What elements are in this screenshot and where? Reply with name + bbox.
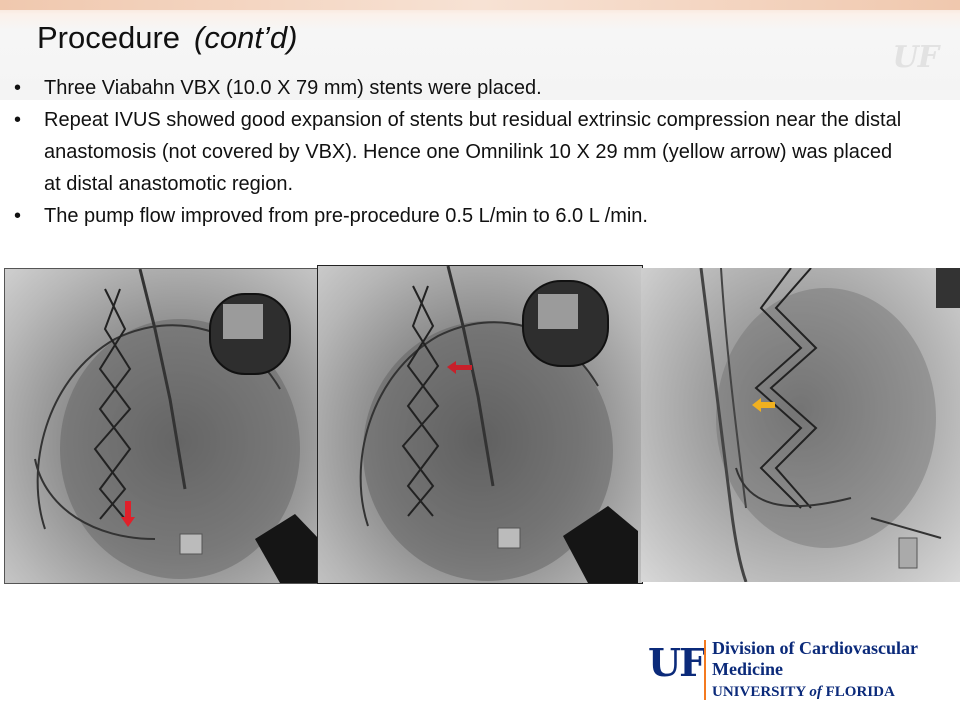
red-arrow [447,361,472,374]
university-state: FLORIDA [825,684,895,700]
yellow-arrow [752,398,775,412]
slide-title: Procedure (cont’d) [37,20,297,56]
university-name: UNIVERSITY of FLORIDA [712,684,895,701]
fluoroscopy-image-3 [641,268,960,582]
uf-logo-mark: UF [648,640,706,685]
fluoroscopy-image-1 [4,268,320,584]
slide-title-main: Procedure [37,20,181,55]
division-line-2: Medicine [712,659,783,679]
university-word: UNIVERSITY [712,684,806,700]
bullet-item: Three Viabahn VBX (10.0 X 79 mm) stents … [14,72,914,104]
uf-watermark: UF [892,40,939,75]
red-arrow [121,501,135,527]
bullet-list: Three Viabahn VBX (10.0 X 79 mm) stents … [14,72,914,232]
division-name: Division of Cardiovascular Medicine [712,638,918,680]
bullet-item: Repeat IVUS showed good expansion of ste… [14,104,914,200]
division-line-1: Division of Cardiovascular [712,638,919,658]
uf-cardiology-logo: UF Division of Cardiovascular Medicine U… [648,636,948,706]
university-of: of [809,684,822,700]
logo-divider [704,640,706,700]
fluoroscopy-image-2 [317,265,643,584]
slide-title-suffix: (cont’d) [194,20,298,55]
header-strip [0,0,960,10]
bullet-item: The pump flow improved from pre-procedur… [14,200,914,232]
